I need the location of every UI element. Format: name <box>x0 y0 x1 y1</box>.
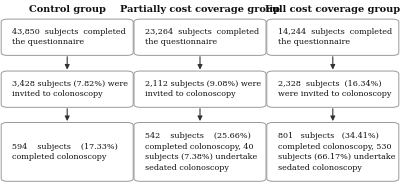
Text: Full cost coverage group: Full cost coverage group <box>265 5 400 14</box>
Text: 2,328  subjects  (16.34%)
were invited to colonoscopy: 2,328 subjects (16.34%) were invited to … <box>278 80 391 98</box>
Text: 43,850  subjects  completed
the questionnaire: 43,850 subjects completed the questionna… <box>12 28 126 46</box>
FancyBboxPatch shape <box>1 122 133 181</box>
FancyBboxPatch shape <box>134 122 266 181</box>
FancyBboxPatch shape <box>134 71 266 107</box>
Text: 542    subjects    (25.66%)
completed colonoscopy, 40
subjects (7.38%) undertake: 542 subjects (25.66%) completed colonosc… <box>145 132 257 172</box>
Text: 2,112 subjects (9.08%) were
invited to colonoscopy: 2,112 subjects (9.08%) were invited to c… <box>145 80 261 98</box>
Text: 801   subjects   (34.41%)
completed colonoscopy, 530
subjects (66.17%) undertake: 801 subjects (34.41%) completed colonosc… <box>278 132 395 172</box>
Text: 14,244  subjects  completed
the questionnaire: 14,244 subjects completed the questionna… <box>278 28 392 46</box>
FancyBboxPatch shape <box>267 19 399 55</box>
FancyBboxPatch shape <box>267 122 399 181</box>
FancyBboxPatch shape <box>267 71 399 107</box>
Text: 594    subjects    (17.33%)
completed colonoscopy: 594 subjects (17.33%) completed colonosc… <box>12 143 118 161</box>
Text: Partially cost coverage group: Partially cost coverage group <box>120 5 280 14</box>
FancyBboxPatch shape <box>1 71 133 107</box>
FancyBboxPatch shape <box>134 19 266 55</box>
FancyBboxPatch shape <box>1 19 133 55</box>
Text: Control group: Control group <box>29 5 106 14</box>
Text: 3,428 subjects (7.82%) were
invited to colonoscopy: 3,428 subjects (7.82%) were invited to c… <box>12 80 128 98</box>
Text: 23,264  subjects  completed
the questionnaire: 23,264 subjects completed the questionna… <box>145 28 259 46</box>
